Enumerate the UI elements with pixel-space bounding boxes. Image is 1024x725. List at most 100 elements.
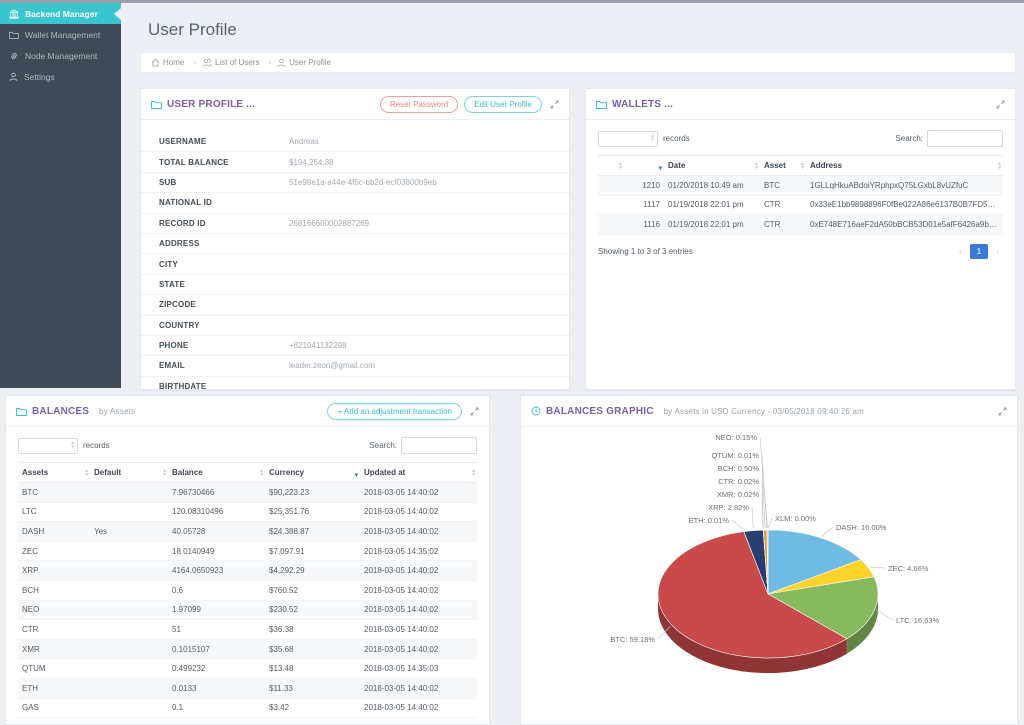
sidebar-item-node-management[interactable]: Node Management bbox=[0, 45, 121, 66]
records-select[interactable]: ▴ ▾ bbox=[598, 130, 658, 147]
sidebar-item-wallet-management[interactable]: Wallet Management bbox=[0, 24, 121, 45]
pie-label-line bbox=[870, 566, 886, 569]
table-cell: 7.96730466 bbox=[172, 487, 215, 497]
bank-icon bbox=[9, 8, 19, 19]
pagination-prev[interactable]: ‹ bbox=[959, 246, 962, 257]
sort-header-date[interactable]: Date ▴ ▾ bbox=[664, 155, 760, 176]
wallets-search-input[interactable] bbox=[927, 130, 1003, 147]
sort-header-asset[interactable]: Asset ▴ ▾ bbox=[760, 155, 806, 176]
user-profile-panel-title: USER PROFILE ... bbox=[151, 99, 255, 110]
breadcrumb-label: List of Users bbox=[215, 58, 260, 67]
table-cell: 40.05728 bbox=[172, 526, 206, 536]
pie-label: CTR: 0.02% bbox=[718, 477, 759, 486]
pie-label: XMR: 0.02% bbox=[717, 490, 759, 499]
sort-icon: ▴ ▾ bbox=[998, 161, 1001, 171]
balances-search-input[interactable] bbox=[401, 437, 477, 454]
table-cell: CTR bbox=[764, 219, 781, 229]
pie-label-line bbox=[821, 526, 834, 537]
users-icon bbox=[202, 58, 212, 68]
table-row: BTC 7.96730466 $90,223.23 2018-03-05 14:40:… bbox=[18, 482, 477, 503]
table-cell: 0xE748E716aeF2dA50bBCB53D01e5afF6426a9b9… bbox=[810, 219, 1003, 229]
field-label: COUNTRY bbox=[159, 320, 200, 330]
table-cell: 0.499232 bbox=[172, 664, 206, 674]
sort-icon: ▴ ▾ bbox=[163, 468, 166, 478]
table-cell: 0.0133 bbox=[172, 683, 197, 693]
pagination-page-1[interactable]: 1 bbox=[970, 243, 988, 259]
balances-table: Assets ▴ ▾ Default ▴ ▾ Balance ▴ ▾ Currency ▾ U… bbox=[18, 462, 477, 718]
table-row: 1116 01/19/2018 22:01 pm CTR 0xE748E716aeF2… bbox=[598, 214, 1003, 235]
balances-graphic-panel: XLM: 0.00% DASH: 16.00% ZEC: 4.66% LTC: 16.… bbox=[520, 395, 1018, 725]
wallets-panel-header: WALLETS ... bbox=[586, 89, 1015, 120]
edit-user-profile-button[interactable]: Edit User Profile bbox=[464, 95, 542, 113]
table-cell: $230.52 bbox=[269, 605, 298, 615]
table-cell: DASH bbox=[22, 526, 45, 536]
expand-panel-icon[interactable] bbox=[998, 407, 1007, 416]
pie-label-line bbox=[759, 436, 768, 529]
table-cell: GAS bbox=[22, 703, 39, 713]
sort-header-assets[interactable]: Assets ▴ ▾ bbox=[18, 462, 90, 483]
balances-pie-chart: XLM: 0.00% DASH: 16.00% ZEC: 4.66% LTC: 16.… bbox=[610, 433, 940, 674]
user-profile-panel-header: USER PROFILE ... Reset Password Edit Use… bbox=[141, 89, 569, 120]
profile-field-address: ADDRESS bbox=[141, 234, 569, 255]
page-title: User Profile bbox=[148, 20, 237, 39]
sort-icon: ▴ ▾ bbox=[260, 468, 263, 478]
table-cell bbox=[90, 698, 168, 718]
field-label: PHONE bbox=[159, 341, 189, 351]
sort-desc-icon: ▾ bbox=[354, 472, 358, 479]
select-caret-icon: ▴ ▾ bbox=[71, 440, 74, 450]
sidebar-item-label: Backend Manager bbox=[25, 8, 98, 19]
add-adjustment-transaction-button[interactable]: + Add an adjustment transaction bbox=[327, 402, 462, 420]
pie-slice bbox=[767, 576, 879, 640]
table-cell bbox=[90, 502, 168, 522]
table-row: 1117 01/19/2018 22:01 pm CTR 0x33eE1bb98988… bbox=[598, 195, 1003, 215]
sort-header-id[interactable]: ▾ bbox=[624, 155, 664, 176]
profile-field-phone: PHONE +821041132298 bbox=[141, 336, 569, 357]
sidebar-item-settings[interactable]: Settings bbox=[0, 66, 121, 87]
pie-label-line bbox=[767, 517, 773, 529]
sort-header-balance[interactable]: Balance ▴ ▾ bbox=[168, 462, 265, 483]
table-cell: 1117 bbox=[643, 200, 660, 210]
table-row: ZEC 18.0140949 $7,097.91 2018-03-05 14:35:0… bbox=[18, 541, 477, 561]
expand-panel-icon[interactable] bbox=[550, 100, 559, 109]
breadcrumb-item-list-of-users[interactable]: List of Users bbox=[202, 58, 271, 68]
table-cell: $25,351.76 bbox=[269, 507, 310, 517]
records-select[interactable]: ▴ ▾ bbox=[18, 437, 78, 454]
pie-label-line bbox=[761, 467, 766, 529]
sort-header-currency[interactable]: Currency ▾ bbox=[265, 462, 360, 483]
sort-header-default[interactable]: Default ▴ ▾ bbox=[90, 462, 168, 483]
table-cell: 2018-03-05 14:40:02 bbox=[364, 566, 439, 576]
sort-header[interactable]: ▴ ▾ bbox=[598, 155, 624, 176]
sidebar-item-backend-manager[interactable]: Backend Manager bbox=[0, 3, 121, 24]
pie-slice bbox=[658, 594, 847, 674]
profile-field-total-balance: TOTAL BALANCE $194,254.38 bbox=[141, 152, 569, 173]
table-cell bbox=[90, 620, 168, 640]
sort-icon: ▴ ▾ bbox=[619, 161, 622, 171]
balances-graphic-panel-header: BALANCES GRAPHIC by Assets in USD Curren… bbox=[521, 396, 1017, 427]
pagination-next[interactable]: › bbox=[996, 246, 999, 257]
table-cell bbox=[598, 176, 624, 196]
user-icon bbox=[9, 72, 18, 82]
table-cell: 51 bbox=[172, 624, 181, 634]
expand-panel-icon[interactable] bbox=[470, 407, 479, 416]
table-cell: 2018-03-05 14:40:02 bbox=[364, 703, 439, 713]
pie-label: LTC: 16.63% bbox=[896, 616, 940, 625]
profile-field-zipcode: ZIPCODE bbox=[141, 295, 569, 316]
table-cell: 2018-03-05 14:40:02 bbox=[364, 585, 439, 595]
sort-header-address[interactable]: Address ▴ ▾ bbox=[806, 155, 1003, 176]
table-cell bbox=[90, 580, 168, 600]
table-cell: $24,388.87 bbox=[269, 526, 310, 536]
sort-header-updated[interactable]: Updated at ▴ ▾ bbox=[360, 462, 477, 483]
reset-password-button[interactable]: Reset Password bbox=[379, 95, 459, 113]
breadcrumb-item-home[interactable]: Home bbox=[151, 58, 196, 67]
balances-panel-header: BALANCES by Assets + Add an adjustment t… bbox=[6, 396, 489, 427]
field-value: 268166600002887269 bbox=[289, 218, 370, 228]
table-cell: 2018-03-05 14:40:02 bbox=[364, 644, 439, 654]
table-cell: LTC bbox=[22, 507, 37, 517]
pie-slice bbox=[767, 529, 862, 595]
expand-panel-icon[interactable] bbox=[996, 100, 1005, 109]
table-cell: 2018-03-05 14:40:02 bbox=[364, 624, 439, 634]
user-profile-fields: USERNAME Andreas TOTAL BALANCE $194,254.38 S… bbox=[141, 120, 569, 398]
search-label: Search: bbox=[369, 441, 397, 450]
table-cell: BTC bbox=[22, 487, 38, 497]
pie-label-line bbox=[761, 480, 764, 529]
